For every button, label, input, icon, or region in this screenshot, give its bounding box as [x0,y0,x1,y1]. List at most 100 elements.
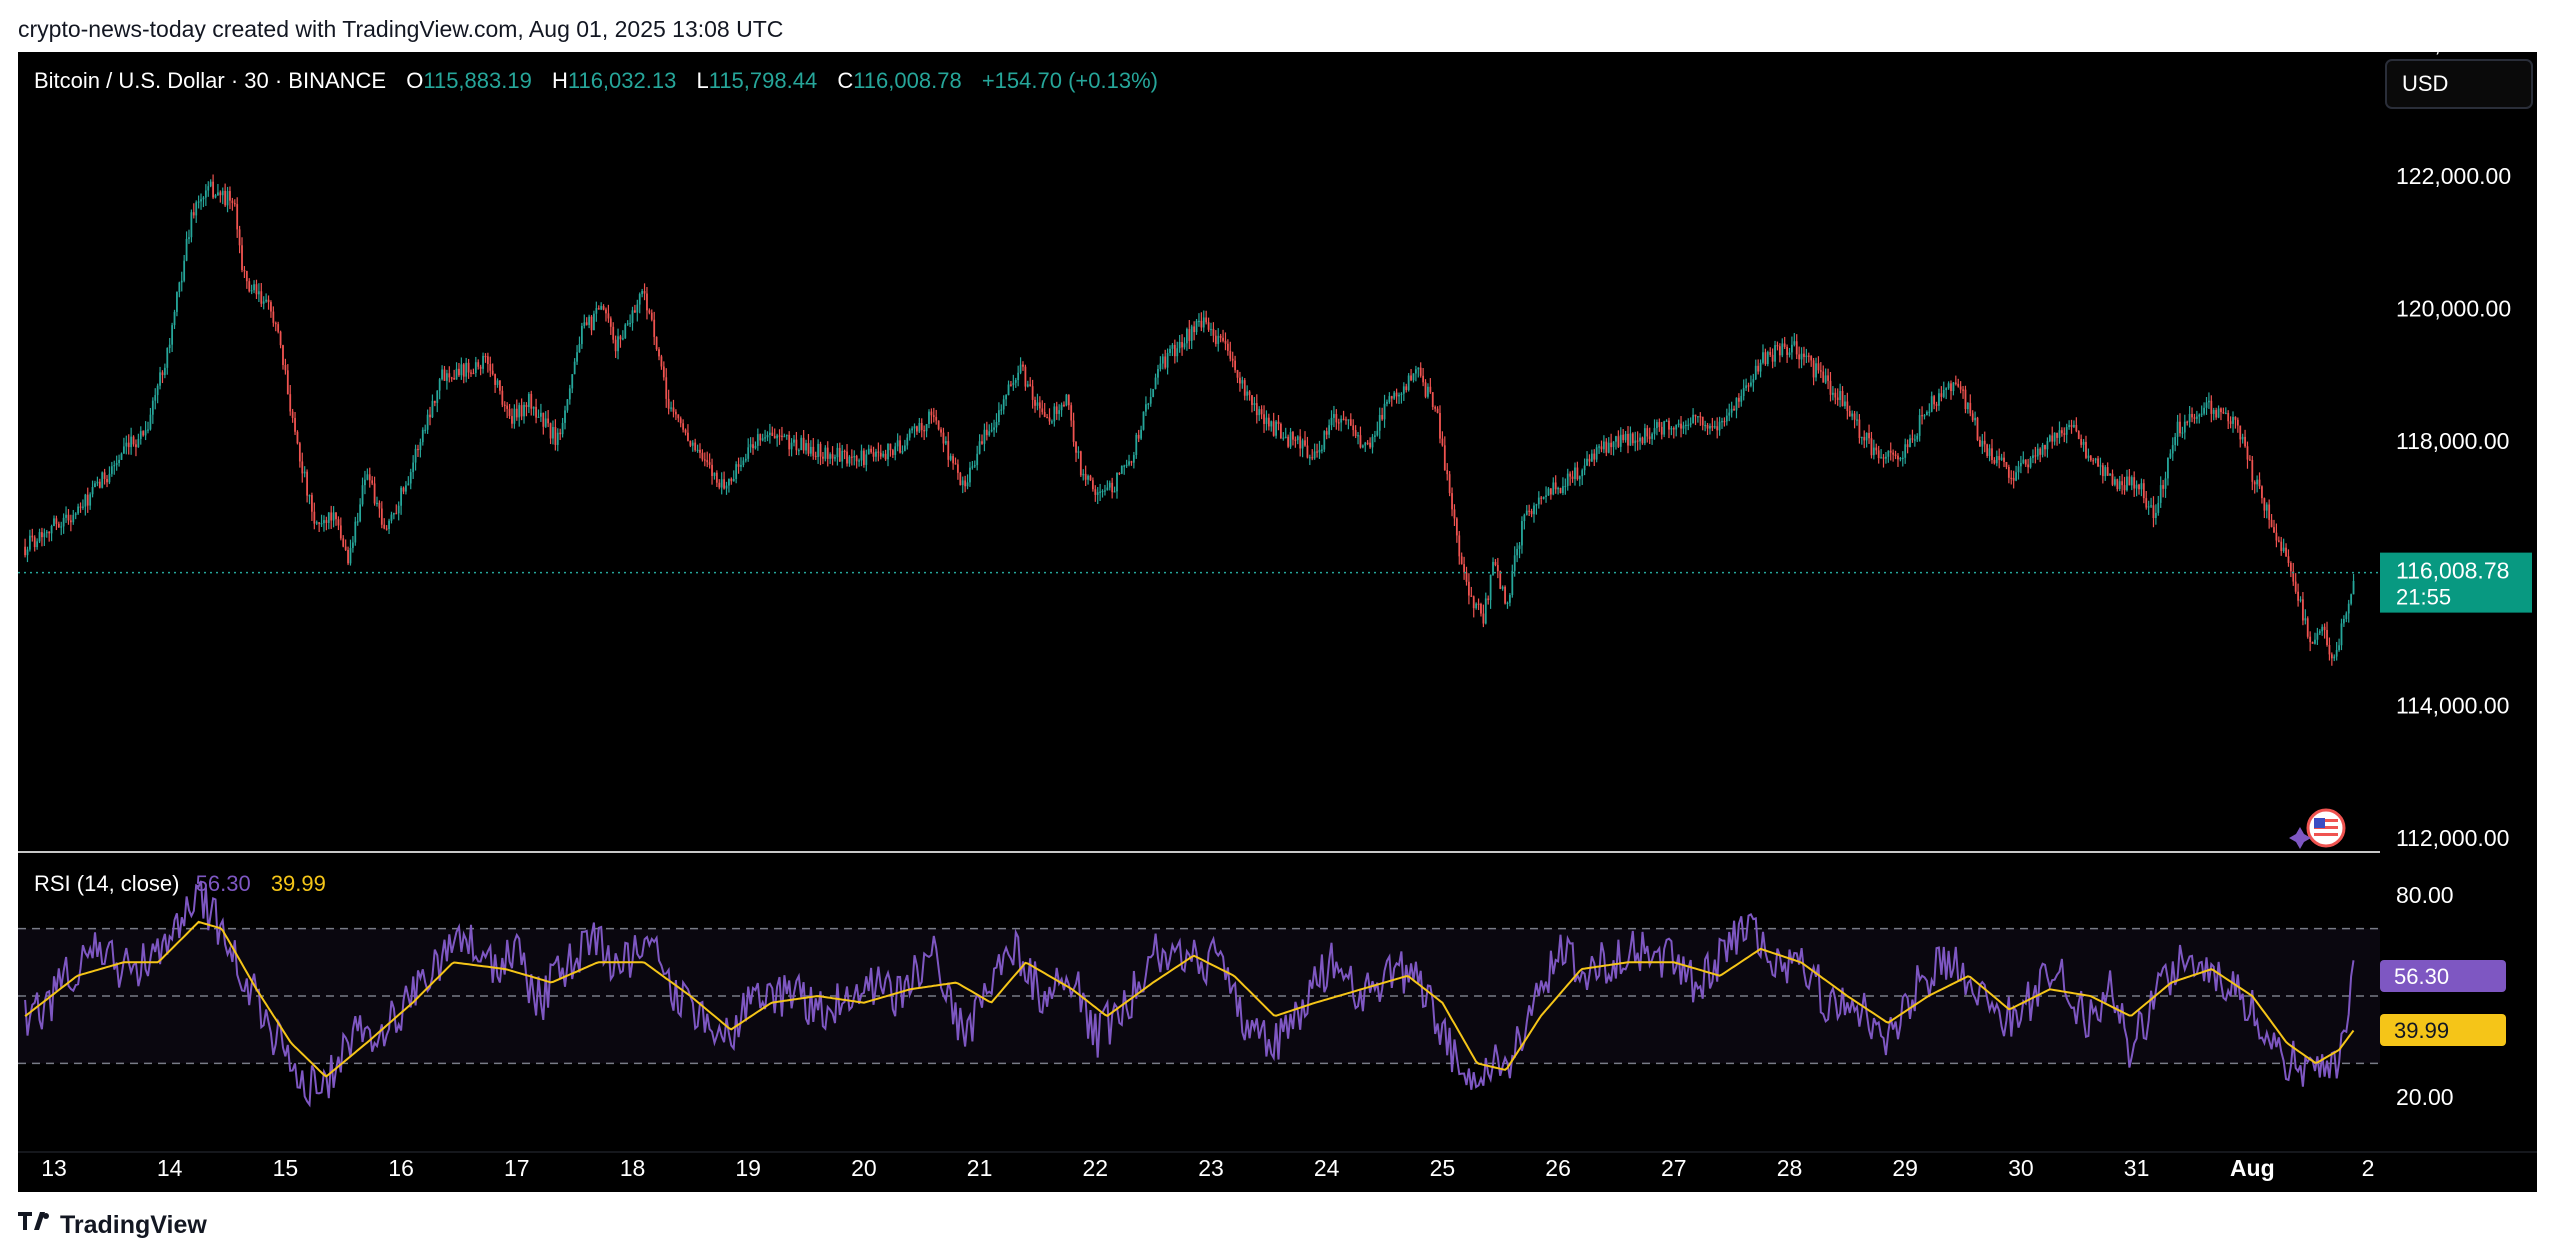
candle-body [523,404,525,417]
candle-body [491,370,494,375]
candle-body [2005,461,2008,467]
candle-body [253,284,255,291]
candle-body [540,412,542,417]
candle-body [906,437,909,446]
candle-body [1525,510,1528,515]
candle-body [2251,460,2254,482]
candle-body [629,323,631,325]
candle-body [1848,411,1851,417]
candle-body [2070,425,2073,427]
y-tick-label: 112,000.00 [2396,825,2509,851]
candle-body [1053,406,1056,422]
candle-body [373,483,376,504]
candle-body [2073,424,2075,427]
candle-body [267,299,270,303]
candle-body [1361,445,1364,448]
candle-body [50,526,53,534]
candle-body [1660,426,1663,435]
candle-body [1909,438,1911,448]
candle-body [1277,421,1280,424]
candle-body [901,450,904,453]
candle-body [670,407,672,409]
candle-body [2253,481,2256,485]
candle-body [1135,434,1138,456]
candle-body [597,308,600,310]
candle-body [1745,385,1748,389]
candle-body [494,374,497,385]
candle-body [556,432,559,445]
candle-body [766,435,769,438]
candle-body [1933,396,1936,405]
tradingview-logo[interactable]: TradingView [18,1211,207,1239]
candle-body [45,531,48,534]
candle-body [1378,414,1381,431]
candle-body [62,517,65,527]
candle-body [236,204,239,230]
candle-body [646,293,648,311]
currency-button[interactable]: USD [2385,59,2533,109]
candle-body [1627,433,1629,446]
candle-body [1504,586,1506,604]
candle-body [1145,404,1147,412]
chart-area[interactable] [18,52,2537,1192]
candle-body [2036,448,2039,457]
candle-body [2109,473,2111,476]
candle-body [296,431,299,444]
candle-body [315,522,318,524]
candle-body [465,362,468,377]
candle-body [824,447,827,459]
candle-body [578,344,581,353]
candle-body [1964,389,1967,410]
us-flag-event-icon[interactable] [2289,808,2346,849]
candle-body [1079,451,1082,476]
candle-body [1405,386,1408,390]
candle-body [542,412,545,427]
candle-body [1860,436,1863,439]
candle-body [1697,416,1699,418]
candle-body [1104,490,1106,492]
price-tag-price: 116,008.78 [2396,558,2509,584]
candle-body [650,312,653,320]
candle-body [1501,586,1504,589]
candle-body [301,461,304,474]
candle-body [1154,377,1157,390]
candle-body [585,322,588,325]
candle-body [781,435,783,437]
candle-body [120,453,123,460]
candle-body [2287,556,2290,563]
candle-body [1451,493,1453,510]
candle-body [1542,496,1545,499]
x-tick-label: 17 [504,1155,530,1181]
candle-body [1737,397,1740,402]
candle-body [298,443,301,462]
currency-label: USD [2402,71,2448,96]
candle-body [1810,356,1813,361]
candle-body [997,410,1000,423]
candle-body [351,542,354,548]
candle-body [1499,571,1502,589]
x-tick-label: 16 [388,1155,414,1181]
candle-body [1075,441,1077,453]
candle-body [1656,422,1658,429]
candle-body [525,404,528,408]
candle-body [1803,353,1805,357]
candle-body [742,460,745,466]
candle-body [638,294,641,305]
candle-body [1173,344,1176,357]
candle-body [1521,521,1523,546]
candle-body [1581,470,1584,477]
candle-body [2304,618,2307,621]
candle-body [323,520,325,524]
candle-body [1549,488,1552,495]
candle-body [149,414,152,430]
symbol-title: Bitcoin / U.S. Dollar · 30 · BINANCE [34,68,386,93]
candle-body [1636,440,1639,442]
candle-body [1590,453,1593,462]
candle-body [918,422,921,432]
x-tick-label: 25 [1430,1155,1456,1181]
candle-body [725,485,728,489]
candle-body [2123,485,2126,491]
candle-body [482,355,484,369]
candle-body [1730,408,1733,413]
candle-body [1376,430,1379,436]
